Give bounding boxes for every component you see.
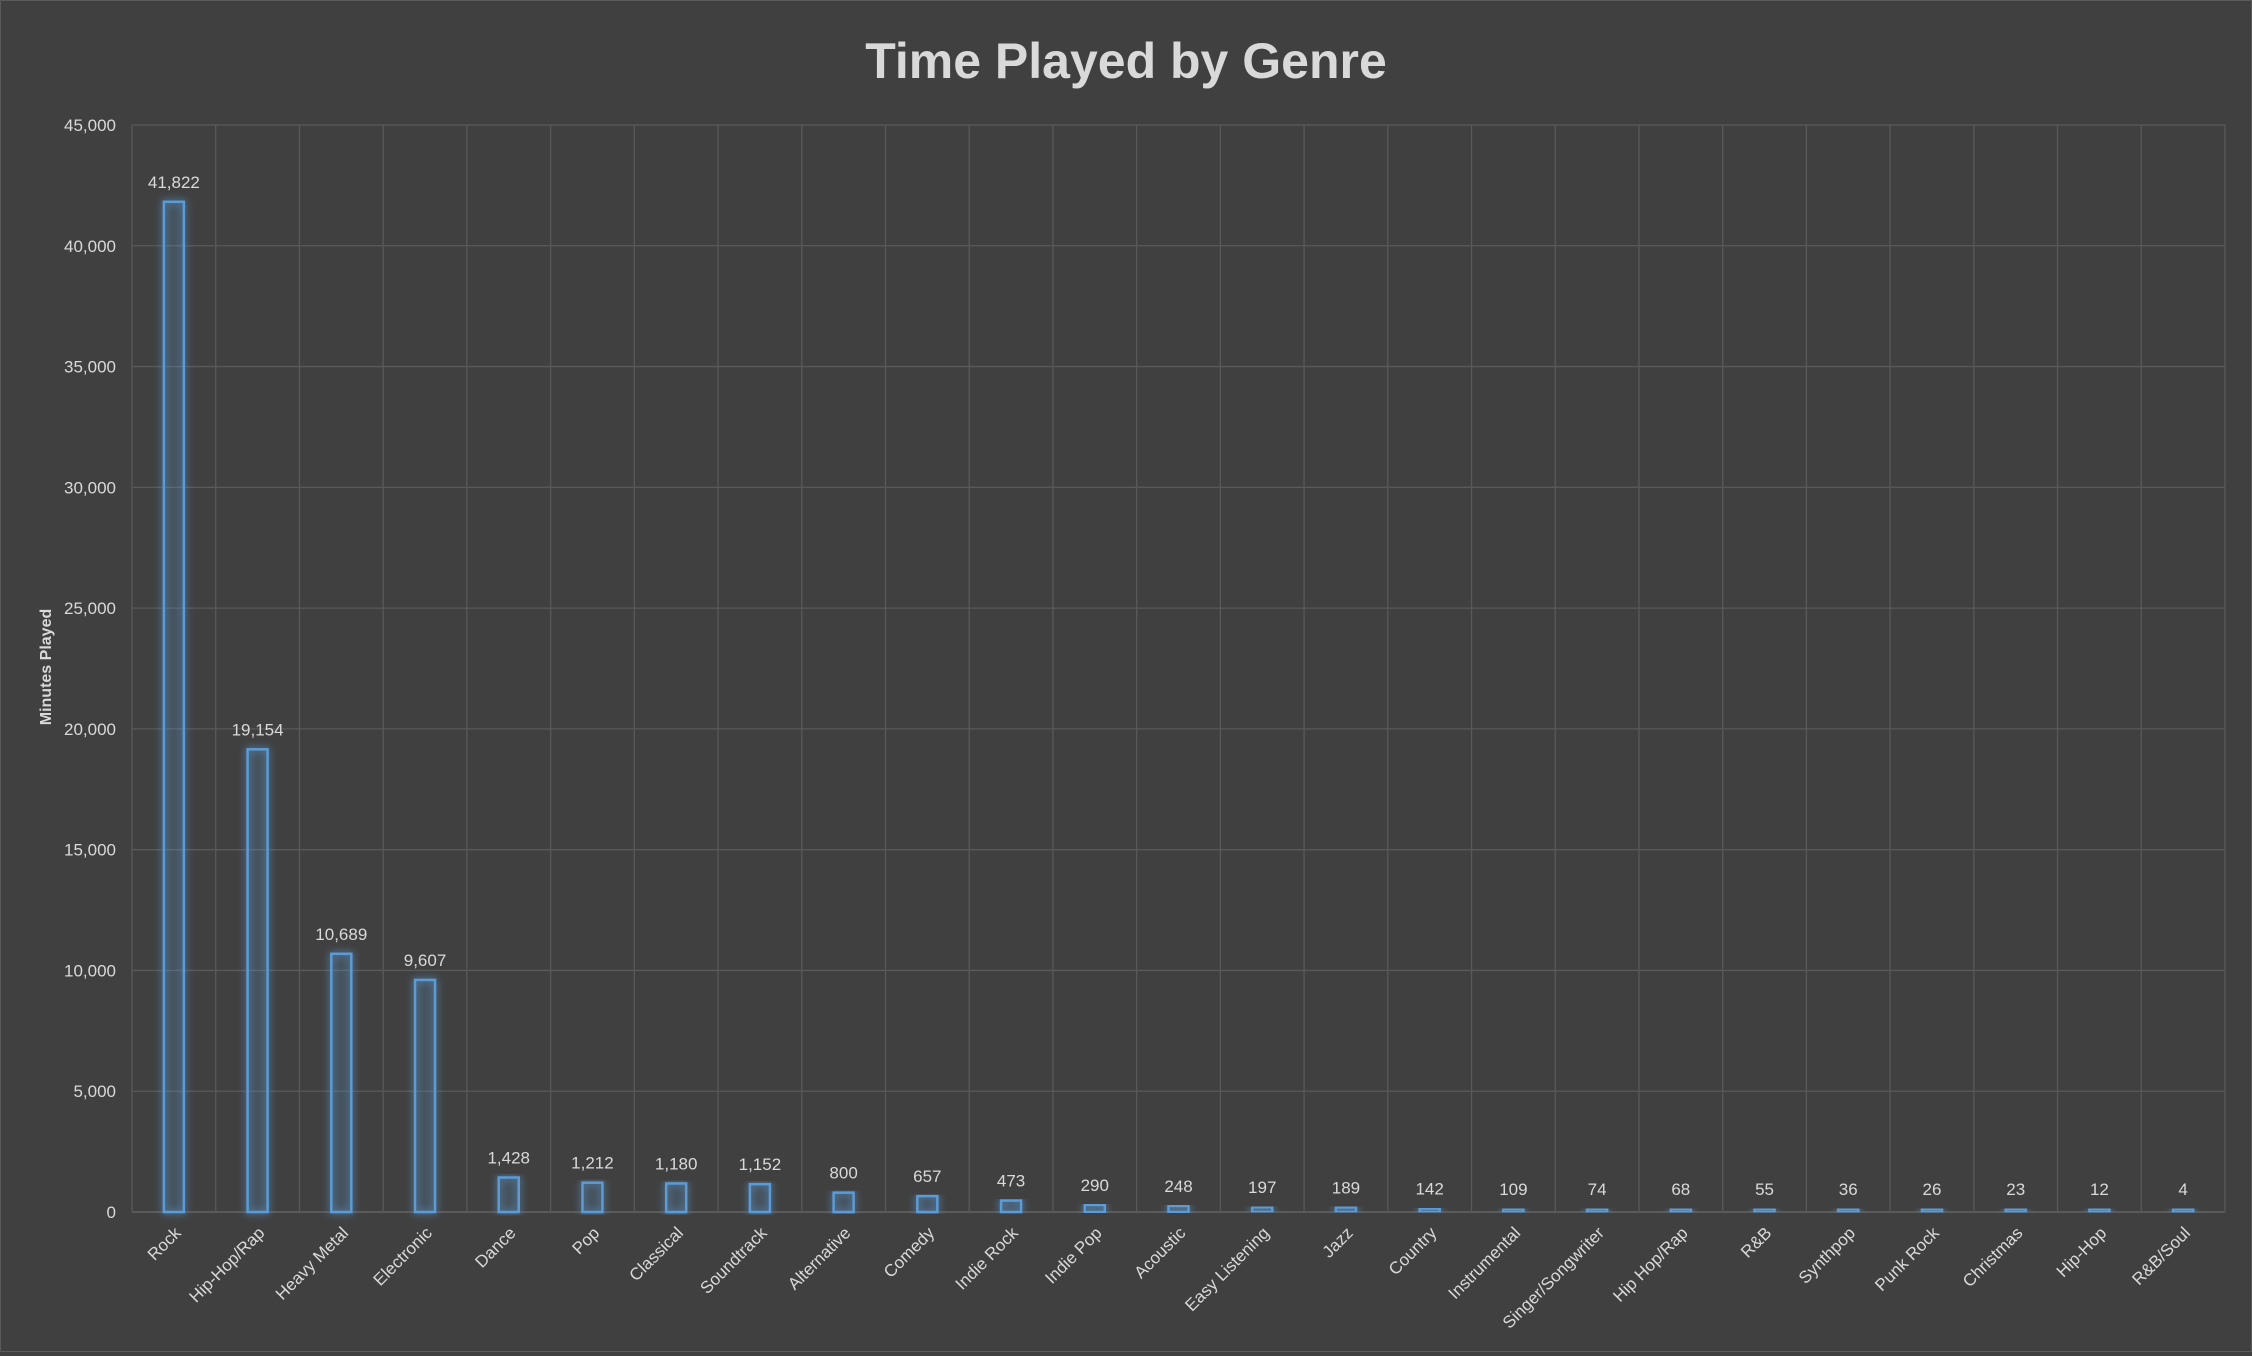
data-labels: 41,822 19,154 10,689 9,607 1,428 1,212 1,180 1,… xyxy=(148,173,2188,1199)
data-label: 1,152 xyxy=(739,1155,782,1174)
data-label: 657 xyxy=(913,1167,941,1186)
bar xyxy=(1585,1207,1609,1214)
bar xyxy=(1920,1207,1944,1214)
bar xyxy=(413,978,437,1214)
bar xyxy=(2004,1207,2027,1214)
x-category-label: Jazz xyxy=(1319,1223,1357,1261)
y-tick-label: 10,000 xyxy=(64,961,116,980)
x-category-label: R&B xyxy=(1737,1223,1775,1261)
bar xyxy=(1669,1207,1693,1214)
x-category-label: Hip-Hop/Rap xyxy=(185,1223,268,1306)
x-category-label: Christmas xyxy=(1959,1223,2027,1291)
y-tick-label: 35,000 xyxy=(64,358,116,377)
data-label: 9,607 xyxy=(404,951,447,970)
chart-title: Time Played by Genre xyxy=(865,33,1387,89)
bar xyxy=(1837,1207,1860,1214)
bar xyxy=(1250,1205,1274,1214)
data-label: 26 xyxy=(1923,1180,1942,1199)
y-tick-label: 30,000 xyxy=(64,478,116,497)
x-category-label: Classical xyxy=(625,1223,687,1285)
data-label: 19,154 xyxy=(232,720,284,739)
x-category-label: Soundtrack xyxy=(696,1223,771,1298)
bar xyxy=(330,952,353,1214)
data-label: 4 xyxy=(2178,1180,2187,1199)
x-category-label: R&B/Soul xyxy=(2128,1223,2194,1289)
y-tick-label: 0 xyxy=(107,1203,116,1222)
y-tick-label: 5,000 xyxy=(73,1082,116,1101)
data-label: 109 xyxy=(1499,1180,1527,1199)
bar xyxy=(1753,1207,1776,1214)
bar xyxy=(1083,1203,1107,1214)
x-axis-categories: Rock Hip-Hop/Rap Heavy Metal Electronic Danc… xyxy=(144,1223,2194,1332)
data-label: 55 xyxy=(1755,1180,1774,1199)
bar xyxy=(664,1182,688,1214)
data-label: 189 xyxy=(1332,1178,1360,1197)
x-category-label: Easy Listening xyxy=(1181,1223,1273,1315)
y-tick-label: 45,000 xyxy=(64,116,116,135)
bar xyxy=(246,748,269,1214)
bar xyxy=(581,1181,604,1214)
bar xyxy=(2088,1207,2111,1214)
bar xyxy=(1167,1204,1190,1214)
data-label: 1,180 xyxy=(655,1154,698,1173)
data-label: 36 xyxy=(1839,1180,1858,1199)
x-category-label: Hip-Hop xyxy=(2053,1223,2111,1281)
x-category-label: Indie Rock xyxy=(952,1223,1023,1294)
bar xyxy=(2171,1207,2195,1214)
data-label: 142 xyxy=(1415,1180,1443,1199)
data-label: 1,212 xyxy=(571,1154,614,1173)
y-tick-label: 40,000 xyxy=(64,237,116,256)
y-axis-ticks: 0 5,000 10,000 15,000 20,000 25,000 30,000 35,0… xyxy=(64,116,116,1222)
bar xyxy=(916,1194,939,1214)
y-tick-label: 25,000 xyxy=(64,599,116,618)
bar xyxy=(999,1199,1023,1214)
data-label: 1,428 xyxy=(487,1149,530,1168)
y-tick-label: 20,000 xyxy=(64,720,116,739)
x-category-label: Hip Hop/Rap xyxy=(1609,1223,1691,1305)
gridlines xyxy=(131,124,2226,1213)
x-category-label: Synthpop xyxy=(1795,1223,1859,1287)
x-category-label: Indie Pop xyxy=(1041,1223,1105,1287)
bar xyxy=(162,200,186,1214)
bar xyxy=(832,1191,855,1214)
data-label: 41,822 xyxy=(148,173,200,192)
x-category-label: Acoustic xyxy=(1130,1223,1189,1282)
x-category-label: Punk Rock xyxy=(1871,1223,1943,1295)
data-label: 248 xyxy=(1164,1177,1192,1196)
x-category-label: Electronic xyxy=(370,1223,437,1290)
x-category-label: Pop xyxy=(568,1223,603,1258)
bar xyxy=(1502,1207,1525,1214)
bar xyxy=(1334,1206,1358,1214)
x-category-label: Instrumental xyxy=(1445,1223,1525,1303)
x-category-label: Heavy Metal xyxy=(272,1223,352,1303)
x-category-label: Rock xyxy=(144,1223,185,1264)
x-category-label: Comedy xyxy=(880,1223,939,1282)
data-label: 68 xyxy=(1671,1180,1690,1199)
bar xyxy=(1418,1207,1441,1214)
bar xyxy=(748,1182,772,1214)
bar xyxy=(497,1176,520,1214)
x-category-label: Country xyxy=(1385,1223,1441,1279)
x-category-label: Dance xyxy=(471,1223,519,1271)
bars xyxy=(162,200,2195,1214)
data-label: 800 xyxy=(829,1164,857,1183)
data-label: 74 xyxy=(1588,1180,1607,1199)
data-label: 473 xyxy=(997,1172,1025,1191)
data-label: 197 xyxy=(1248,1178,1276,1197)
y-axis-title: Minutes Played xyxy=(38,609,55,725)
data-label: 10,689 xyxy=(315,925,367,944)
y-tick-label: 15,000 xyxy=(64,841,116,860)
x-category-label: Alternative xyxy=(784,1223,854,1293)
data-label: 12 xyxy=(2090,1180,2109,1199)
data-label: 23 xyxy=(2006,1180,2025,1199)
data-label: 290 xyxy=(1081,1176,1109,1195)
